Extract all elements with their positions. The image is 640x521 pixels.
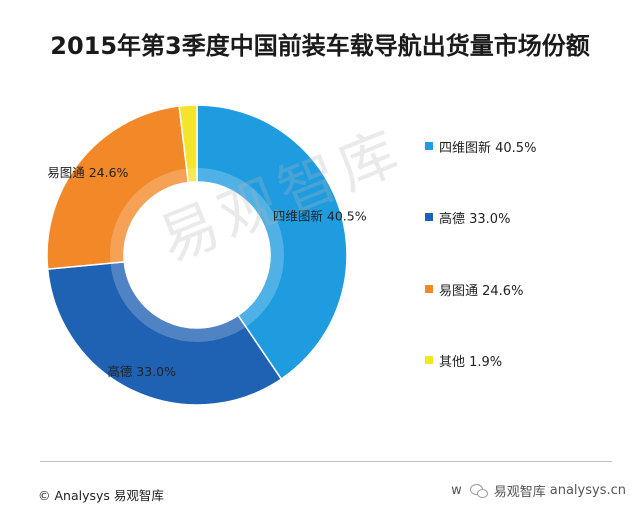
slice-label-gaode: 高德 33.0%: [107, 364, 176, 379]
legend-label-yitutong: 易图通 24.6%: [439, 283, 524, 299]
legend-item-gaode: 高德 33.0%: [425, 208, 511, 227]
legend-swatch-gaode: [425, 213, 433, 221]
legend-swatch-yitutong: [425, 285, 433, 293]
legend-label-other: 其他 1.9%: [439, 354, 503, 370]
legend-label-siwei: 四维图新 40.5%: [439, 140, 537, 156]
footer-url: analysys.cn: [549, 483, 626, 498]
donut-hole: [124, 182, 270, 328]
slice-label-yitutong: 易图通 24.6%: [47, 165, 128, 180]
footer-source: w 易观智库 analysys.cn: [451, 481, 626, 500]
footer-copyright: © Analysys 易观智库: [38, 488, 164, 503]
legend-swatch-siwei: [425, 142, 433, 150]
chart-title: 2015年第3季度中国前装车载导航出货量市场份额: [50, 32, 590, 60]
inner-ring-highlight: [110, 168, 284, 342]
footer-url-prefix: w: [451, 483, 462, 498]
legend-swatch-other: [425, 356, 433, 364]
legend-item-siwei: 四维图新 40.5%: [425, 137, 537, 156]
slice-label-siwei: 四维图新 40.5%: [273, 209, 367, 224]
footer-brand: 易观智库: [493, 485, 546, 500]
legend-label-gaode: 高德 33.0%: [439, 211, 511, 227]
wechat-icon: [469, 483, 488, 498]
footer-divider: [40, 461, 612, 462]
slice-labels-group: 四维图新 40.5% 高德 33.0% 易图通 24.6%: [47, 165, 367, 379]
legend-item-other: 其他 1.9%: [425, 351, 503, 370]
legend-item-yitutong: 易图通 24.6%: [425, 280, 524, 299]
